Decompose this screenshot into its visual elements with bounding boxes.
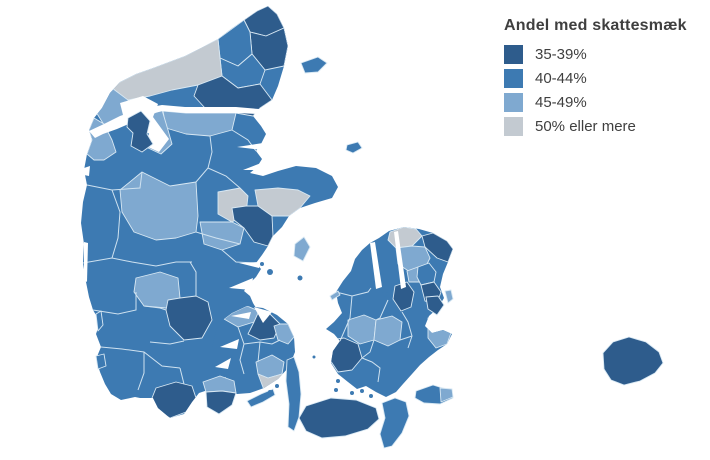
aabenraa-fjord	[215, 358, 231, 369]
water-overlays	[84, 96, 406, 385]
islet-oroe	[382, 291, 388, 297]
islet-hjarnoe	[260, 262, 264, 266]
region-saltholm	[444, 289, 454, 304]
nissum-lagoon	[84, 166, 90, 176]
legend-swatch-medium	[504, 69, 523, 88]
region-sejeroe	[329, 290, 341, 301]
jutland-borders	[82, 129, 257, 391]
region-kerteminde	[273, 323, 295, 345]
region-samsoe	[293, 236, 311, 262]
funen-borders	[237, 326, 281, 375]
legend-swatch-gray	[504, 117, 523, 136]
jutland-group	[81, 6, 338, 418]
islet-femoe	[350, 391, 354, 395]
region-als-south	[205, 390, 237, 415]
region-ringsted	[373, 315, 403, 347]
isefjord	[370, 242, 382, 289]
mariager-fjord	[237, 143, 263, 150]
islet-skaroe	[275, 384, 279, 388]
region-langeland	[285, 356, 302, 432]
region-roemoe	[95, 353, 107, 370]
legend-label: 45-49%	[535, 94, 587, 111]
haderslev-fjord	[220, 339, 239, 349]
region-anholt	[345, 141, 363, 154]
region-roskilde	[392, 281, 415, 312]
small-islets	[242, 262, 388, 398]
region-amager	[425, 295, 445, 316]
islet-drejoe	[268, 390, 272, 394]
randers-fjord	[243, 163, 262, 170]
islet-askoe	[369, 394, 373, 398]
region-kolding	[165, 295, 213, 341]
legend-item: 50% eller mere	[504, 117, 704, 136]
region-lolland	[298, 397, 380, 439]
islet-tunoe	[297, 275, 303, 281]
islet-agersoe	[336, 379, 340, 383]
legend-label: 35-39%	[535, 46, 587, 63]
legend-item: 40-44%	[504, 69, 704, 88]
region-mors	[126, 110, 154, 153]
legend-item: 45-49%	[504, 93, 704, 112]
region-fanoe	[95, 310, 104, 332]
islet-omoe	[334, 388, 338, 392]
legend-swatch-light	[504, 93, 523, 112]
region-stevns	[427, 313, 453, 349]
funen-group	[212, 306, 295, 394]
region-aeroe	[246, 388, 276, 408]
vejle-fjord	[229, 278, 253, 290]
region-aalborg	[193, 75, 273, 117]
islet-fejoe	[360, 389, 364, 393]
kolding-fjord	[231, 312, 251, 319]
islet-aebeloe	[242, 299, 246, 303]
region-soenderborg	[151, 381, 197, 418]
zealand-group	[326, 227, 453, 397]
islet-sprogoe	[312, 355, 316, 359]
region-aarhus	[231, 205, 274, 247]
region-falster	[379, 397, 410, 449]
legend-label: 50% eller mere	[535, 118, 636, 135]
ringkoebing-lagoon	[84, 242, 88, 282]
legend-swatch-dark	[504, 45, 523, 64]
zealand-borders	[335, 287, 413, 383]
region-bornholm	[602, 336, 664, 386]
legend-item: 35-39%	[504, 45, 704, 64]
region-moen-east	[439, 387, 454, 403]
legend-label: 40-44%	[535, 70, 587, 87]
legend-title: Andel med skattesmæk	[504, 17, 687, 34]
legend: Andel med skattesmæk 35-39% 40-44% 45-49…	[504, 17, 704, 141]
islands-group	[95, 56, 664, 449]
roskilde-fjord	[394, 231, 406, 289]
odense-fjord	[254, 307, 272, 323]
islet-endelave	[267, 269, 273, 275]
horsens-fjord	[239, 262, 260, 268]
region-laesoe	[300, 56, 328, 74]
